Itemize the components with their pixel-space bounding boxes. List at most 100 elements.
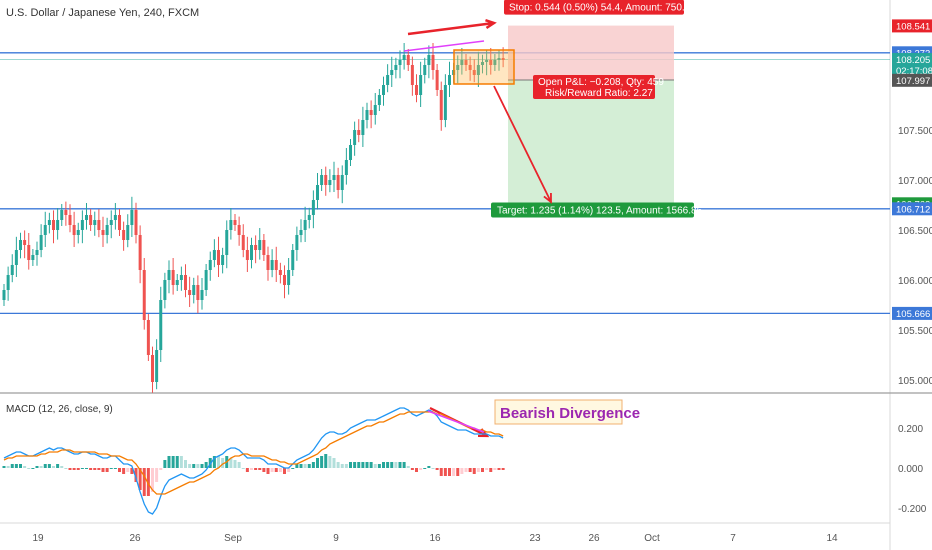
histogram-bar (245, 468, 249, 472)
histogram-bar (344, 464, 348, 468)
histogram-bar (274, 468, 278, 472)
candle-body (39, 235, 43, 250)
candle-body (410, 65, 414, 85)
histogram-bar (448, 468, 451, 476)
histogram-bar (278, 468, 282, 472)
candle-body (398, 60, 402, 65)
price-badge[interactable] (892, 73, 932, 87)
histogram-bar (390, 462, 394, 468)
candle-body (464, 60, 468, 65)
histogram-bar (394, 462, 398, 468)
histogram-bar (113, 468, 117, 469)
histogram-bar (19, 464, 22, 468)
price-tick-label: 105.500 (898, 326, 932, 337)
time-tick-label: 9 (333, 533, 339, 544)
histogram-bar (406, 466, 410, 468)
rr-label: Risk/Reward Ratio: 2.27 (545, 88, 653, 99)
macd-trendline[interactable] (427, 410, 485, 433)
candle-body (336, 175, 340, 190)
pl-label-box (533, 75, 655, 99)
histogram-bar (200, 464, 204, 468)
candle-body (373, 105, 377, 115)
price-badge[interactable] (892, 202, 932, 216)
candle-body (118, 215, 121, 230)
price-badge[interactable] (892, 53, 932, 66)
time-axis[interactable]: 19 26 Sep 9 16 23 26 Oct 7 14 (32, 533, 838, 544)
histogram-bar (109, 468, 113, 469)
histogram-bar (167, 456, 171, 468)
histogram-bar (291, 468, 295, 469)
histogram-bar (52, 466, 55, 468)
price-badge-label: 107.997 (896, 76, 930, 87)
candle-body (489, 60, 493, 65)
histogram-bar (311, 462, 315, 468)
histogram-bar (68, 468, 72, 470)
candle-body (89, 215, 93, 225)
candle-body (493, 60, 497, 65)
histogram-bar (89, 468, 93, 470)
price-badge[interactable] (892, 64, 932, 77)
price-tick-label: 105.000 (898, 376, 932, 387)
histogram-bar (476, 468, 480, 472)
signal-line (3, 411, 504, 495)
candle-body (10, 265, 14, 275)
annotation-box[interactable] (494, 399, 623, 425)
bearish-divergence-label[interactable]: Bearish Divergence (500, 405, 640, 422)
price-badge[interactable] (892, 306, 932, 320)
histogram-bar (76, 468, 80, 470)
histogram-bar (324, 454, 328, 468)
histogram-bar (262, 468, 266, 472)
histogram-bar (497, 468, 501, 470)
candle-body (175, 280, 179, 285)
pl-label: Open P&L: −0.208, Qty: 459 (538, 77, 664, 88)
highlight-box[interactable] (453, 49, 515, 85)
candle-body (60, 210, 64, 220)
candle-body (43, 225, 47, 235)
horizontal-levels[interactable] (0, 52, 890, 315)
histogram-bar (188, 464, 192, 468)
macd-tick-label: 0.200 (898, 424, 923, 435)
histogram-bar (485, 468, 489, 470)
histogram-bar (270, 468, 274, 472)
trend-arrows[interactable] (403, 18, 552, 438)
candle-body (130, 210, 134, 225)
histogram-bar (2, 466, 6, 468)
candle-body (497, 58, 501, 60)
target-arrow[interactable] (493, 85, 552, 203)
histogram-bar (47, 464, 51, 468)
candle-body (278, 270, 282, 275)
price-axis[interactable]: 108.000107.500107.000106.500106.000105.5… (892, 19, 932, 515)
higher-high-arrow[interactable] (407, 21, 495, 36)
histogram-bar (23, 466, 27, 468)
candle-body (299, 230, 303, 235)
histogram-bar (35, 466, 39, 468)
candle-body (353, 130, 357, 145)
price-trendline[interactable] (403, 40, 485, 52)
candle-body (419, 75, 423, 95)
histogram-bar (179, 456, 183, 468)
candle-body (31, 255, 35, 260)
candle-body (171, 270, 175, 285)
histogram-bar (415, 468, 418, 472)
target-zone[interactable] (508, 80, 674, 204)
candle-body (146, 320, 150, 355)
candle-body (155, 350, 159, 382)
histogram-bar (377, 464, 381, 468)
histogram-bar (320, 456, 324, 468)
histogram-bar (241, 468, 245, 469)
candle-body (394, 65, 398, 70)
candle-body (266, 255, 270, 270)
price-badge[interactable] (892, 19, 932, 33)
candle-body (435, 70, 439, 90)
price-tick-label: 106.000 (898, 276, 932, 287)
candle-body (377, 95, 381, 105)
price-badge-label: 105.666 (896, 309, 930, 320)
price-tick-label: 107.000 (898, 176, 932, 187)
stop-zone[interactable] (508, 25, 674, 81)
candle-body (217, 250, 220, 265)
time-tick-label: 23 (529, 533, 541, 544)
histogram-bar (56, 464, 60, 468)
position-tool[interactable]: Stop: 0.544 (0.50%) 54.4, Amount: 750.3 O… (491, 0, 703, 218)
histogram-bar (472, 468, 476, 474)
